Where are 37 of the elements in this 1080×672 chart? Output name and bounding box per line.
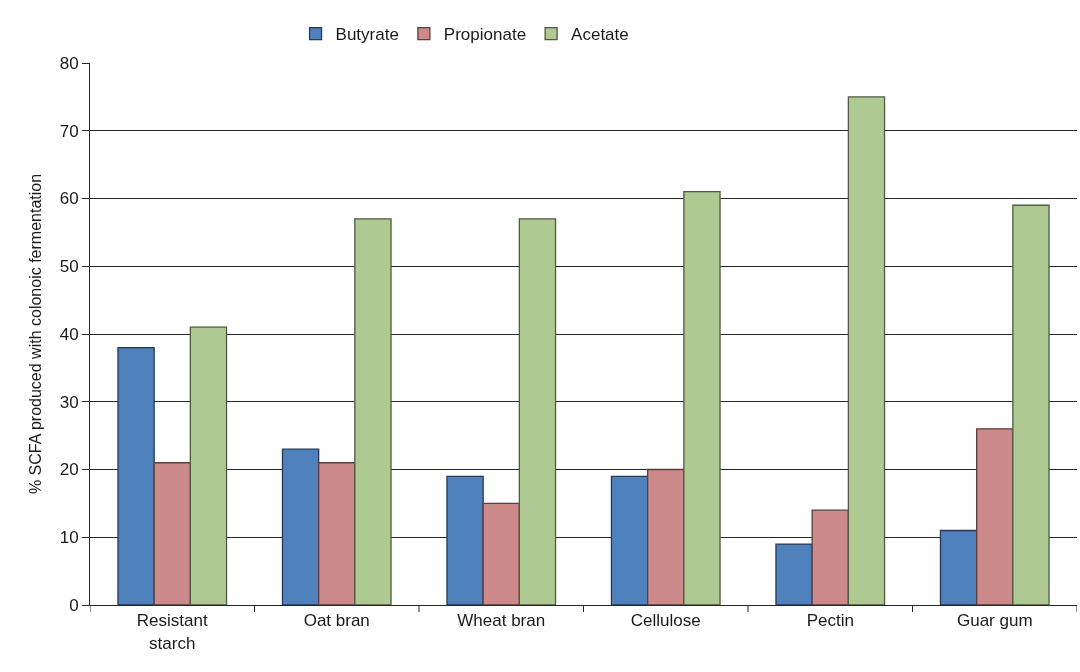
legend-label: Propionate	[443, 25, 527, 45]
bar	[1012, 204, 1050, 605]
bar	[647, 468, 685, 605]
bar	[153, 462, 191, 605]
x-tick-label: Wheat bran	[457, 611, 546, 631]
bar	[939, 529, 978, 605]
bar	[446, 475, 484, 605]
y-tick-label: 40	[59, 324, 79, 344]
x-tick-label: Oat bran	[303, 611, 370, 631]
bar	[518, 218, 557, 605]
y-tick-label: 80	[59, 53, 79, 73]
x-tick-label: Pectin	[806, 611, 854, 631]
bar	[775, 543, 813, 605]
y-tick-label: 60	[59, 189, 79, 209]
y-tick-label: 20	[59, 460, 79, 480]
y-tick-label: 50	[59, 257, 79, 277]
bar	[976, 428, 1014, 605]
x-tick-label: Resistant starch	[136, 611, 208, 653]
y-tick-label: 30	[59, 392, 79, 412]
bar	[189, 326, 228, 605]
bar	[281, 448, 320, 605]
legend-label: Acetate	[571, 25, 629, 45]
bar	[318, 462, 356, 605]
x-tick-label: Cellulose	[630, 611, 701, 631]
bar	[117, 346, 155, 605]
bar	[683, 191, 721, 605]
y-tick-label: 0	[69, 595, 79, 615]
legend-label: Butyrate	[335, 25, 399, 45]
y-axis-title: % SCFA produced with colonoic fermentation	[26, 173, 44, 495]
bar	[482, 502, 520, 605]
y-tick-label: 10	[59, 528, 79, 548]
bar	[847, 96, 886, 605]
y-tick-label: 70	[59, 121, 79, 141]
x-tick-label: Guar gum	[956, 611, 1033, 631]
bar	[610, 475, 649, 605]
bar	[354, 218, 392, 605]
bar	[811, 509, 849, 605]
